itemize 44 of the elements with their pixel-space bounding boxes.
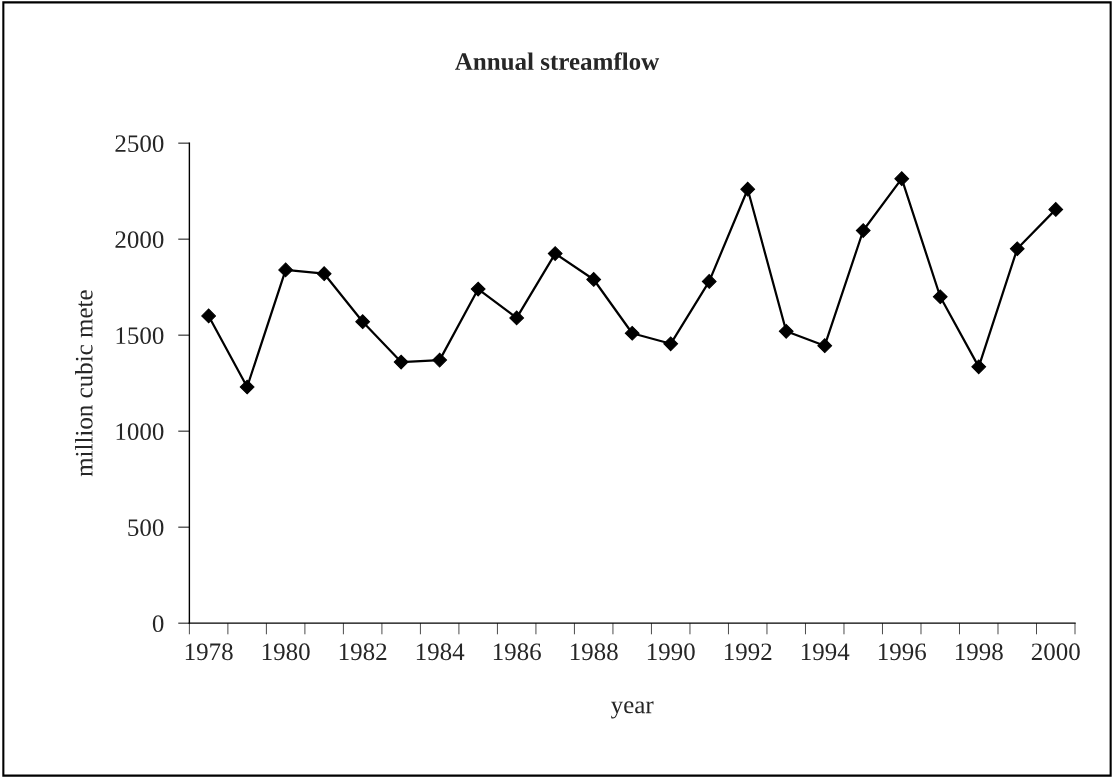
point	[316, 266, 332, 282]
point	[1048, 202, 1064, 217]
x-tick-label: 2000	[1031, 643, 1080, 661]
point	[855, 223, 871, 238]
y-tick-label: 2000	[115, 231, 164, 249]
x-tick-label: 1978	[185, 643, 233, 661]
point	[586, 272, 602, 287]
point	[547, 246, 563, 261]
point	[971, 359, 987, 375]
x-tick-label: 1986	[493, 643, 541, 661]
point	[470, 281, 486, 297]
x-tick-label: 1990	[647, 643, 695, 661]
point	[701, 274, 717, 289]
point	[393, 354, 409, 370]
y-tick-label: 1000	[116, 423, 164, 441]
point	[278, 262, 294, 278]
point	[932, 289, 948, 305]
point	[432, 352, 448, 368]
point	[509, 310, 525, 326]
x-tick-label: 1994	[801, 643, 850, 661]
chart-title: Annual streamflow	[455, 52, 660, 71]
point	[817, 338, 833, 354]
x-tick-label: 1988	[570, 643, 618, 661]
x-tick-label: 1998	[955, 643, 1003, 661]
y-axis-title: million cubic mete	[75, 290, 93, 477]
x-tick-label: 1996	[878, 643, 926, 661]
point	[894, 171, 910, 187]
point	[778, 323, 794, 339]
point	[201, 308, 217, 324]
y-tick-label: 500	[128, 519, 164, 537]
point	[663, 336, 679, 352]
y-tick-label: 2500	[115, 135, 164, 153]
point	[1009, 241, 1025, 257]
x-tick-label: 1982	[339, 643, 387, 661]
point	[239, 379, 255, 395]
x-tick-label: 1992	[724, 643, 772, 661]
y-tick-label: 1500	[116, 327, 164, 345]
x-tick-label: 1980	[262, 643, 310, 661]
x-axis-title: year	[610, 701, 654, 719]
y-tick-label: 0	[152, 615, 164, 633]
point	[624, 325, 640, 341]
x-tick-label: 1984	[416, 643, 465, 661]
point	[740, 181, 756, 197]
point	[355, 314, 371, 330]
